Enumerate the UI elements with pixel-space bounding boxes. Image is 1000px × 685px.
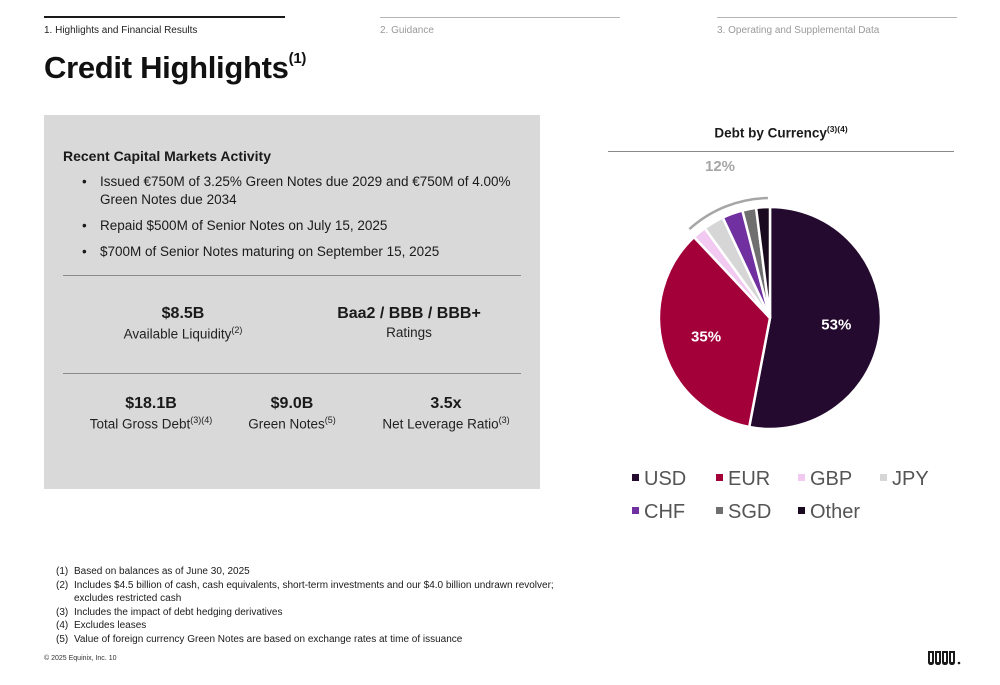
panel-heading: Recent Capital Markets Activity: [63, 148, 271, 164]
small-slices-group-label: 12%: [705, 158, 735, 175]
panel-divider: [63, 275, 521, 276]
legend-item-other: Other: [798, 501, 860, 524]
metric-label: Available Liquidity(2): [83, 325, 283, 342]
bullet-item: $700M of Senior Notes maturing on Septem…: [82, 243, 522, 261]
panel-divider: [63, 373, 521, 374]
metric-footnote-ref: (2): [231, 325, 243, 335]
metric-footnote-ref: (5): [324, 415, 336, 425]
metric-total-gross-debt: $18.1B Total Gross Debt(3)(4): [51, 395, 251, 432]
metric-value: 3.5x: [430, 395, 462, 412]
metric-value: $9.0B: [270, 395, 314, 412]
page-title-footnote-ref: (1): [288, 49, 307, 67]
page-title-text: Credit Highlights: [44, 50, 289, 85]
chart-title: Debt by Currency(3)(4): [608, 124, 954, 141]
legend-item-eur: EUR: [716, 468, 770, 491]
metric-value: Baa2 / BBB / BBB+: [337, 305, 481, 322]
legend-label: GBP: [810, 468, 853, 490]
chart-title-rule: [608, 151, 954, 152]
footnotes: (1) Based on balances as of June 30, 2025…: [56, 565, 556, 646]
legend-item-jpy: JPY: [880, 468, 929, 491]
legend-swatch: [716, 474, 723, 482]
nav-active-rule: [44, 16, 285, 18]
chart-title-footnote-ref: (3)(4): [826, 124, 848, 134]
legend-label: SGD: [728, 501, 772, 523]
legend-item-usd: USD: [632, 468, 686, 491]
chart-title-text: Debt by Currency: [714, 125, 827, 141]
footnote-number: (1): [56, 566, 69, 577]
footnote: (5) Value of foreign currency Green Notes…: [56, 633, 556, 647]
metric-label: Net Leverage Ratio(3): [346, 415, 546, 432]
footnote: (3) Includes the impact of debt hedging d…: [56, 606, 556, 620]
small-slices-bracket: [688, 196, 768, 231]
legend-label: CHF: [644, 501, 686, 523]
footnote-text: Value of foreign currency Green Notes ar…: [74, 633, 463, 645]
page-title: Credit Highlights(1): [44, 50, 306, 86]
bullet-item: Issued €750M of 3.25% Green Notes due 20…: [82, 173, 522, 209]
footnote-text: Includes the impact of debt hedging deri…: [74, 606, 283, 618]
nav-tab-operating-data[interactable]: 3. Operating and Supplemental Data: [717, 0, 957, 40]
legend-label: Other: [810, 501, 861, 523]
nav-tab-guidance[interactable]: 2. Guidance: [380, 0, 620, 40]
pie-slice-eur: [657, 235, 772, 429]
nav-tab-label: 1. Highlights and Financial Results: [44, 25, 198, 36]
footnote: (4) Excludes leases: [56, 619, 556, 633]
legend-swatch: [880, 474, 887, 482]
legend-swatch: [798, 507, 805, 515]
legend-label: JPY: [892, 468, 929, 490]
footnote-text: Excludes leases: [74, 620, 147, 631]
footnote-text: Includes $4.5 billion of cash, cash equi…: [74, 579, 554, 605]
legend-item-sgd: SGD: [716, 501, 771, 524]
metric-net-leverage: 3.5x Net Leverage Ratio(3): [346, 395, 546, 432]
legend-item-gbp: GBP: [798, 468, 852, 491]
metric-value: $18.1B: [125, 395, 177, 412]
metric-label-text: Net Leverage Ratio: [382, 416, 499, 432]
nav-rule: [380, 17, 620, 18]
metric-value: $8.5B: [161, 305, 205, 322]
nav-tab-label: 3. Operating and Supplemental Data: [717, 25, 880, 36]
nav-rule: [717, 17, 957, 18]
footnote-number: (2): [56, 579, 69, 591]
metric-footnote-ref: (3)(4): [190, 415, 213, 425]
metric-label-text: Green Notes: [248, 416, 325, 432]
footnote: (2) Includes $4.5 billion of cash, cash e…: [56, 579, 556, 606]
nav-tab-highlights[interactable]: 1. Highlights and Financial Results: [44, 0, 285, 40]
metric-label: Total Gross Debt(3)(4): [51, 415, 251, 432]
legend-swatch: [632, 507, 639, 515]
footnote: (1) Based on balances as of June 30, 2025: [56, 565, 556, 579]
metric-green-notes: $9.0B Green Notes(5): [192, 395, 392, 432]
legend-label: EUR: [728, 468, 771, 490]
capital-markets-list: Issued €750M of 3.25% Green Notes due 20…: [82, 173, 522, 269]
metric-label: Green Notes(5): [192, 415, 392, 432]
metric-label-text: Total Gross Debt: [89, 416, 191, 432]
metric-label: Ratings: [386, 325, 432, 340]
pie-slice-label: 35%: [691, 329, 721, 346]
footnote-text: Based on balances as of June 30, 2025: [74, 566, 250, 577]
pie-slice-label: 53%: [821, 316, 851, 333]
legend-swatch: [716, 507, 723, 515]
legend-item-chf: CHF: [632, 501, 685, 524]
credit-summary-panel: Recent Capital Markets Activity Issued €…: [44, 115, 540, 489]
metric-label-text: Available Liquidity: [123, 326, 232, 342]
legend-swatch: [798, 474, 805, 482]
footnote-number: (3): [56, 606, 69, 618]
footnote-number: (4): [56, 620, 69, 631]
pie-slice-usd: [747, 205, 883, 431]
pie-slice-other: [754, 205, 772, 319]
copyright-page-number: © 2025 Equinix, Inc. 10: [44, 655, 117, 662]
equinix-logo-icon: [928, 651, 961, 665]
bullet-item: Repaid $500M of Senior Notes on July 15,…: [82, 217, 522, 235]
metric-ratings: Baa2 / BBB / BBB+ Ratings: [309, 305, 509, 340]
nav-tab-label: 2. Guidance: [380, 25, 434, 36]
metric-available-liquidity: $8.5B Available Liquidity(2): [83, 305, 283, 342]
footnote-number: (5): [56, 633, 69, 645]
legend-label: USD: [644, 468, 687, 490]
legend-swatch: [632, 474, 639, 482]
metric-footnote-ref: (3): [498, 415, 510, 425]
